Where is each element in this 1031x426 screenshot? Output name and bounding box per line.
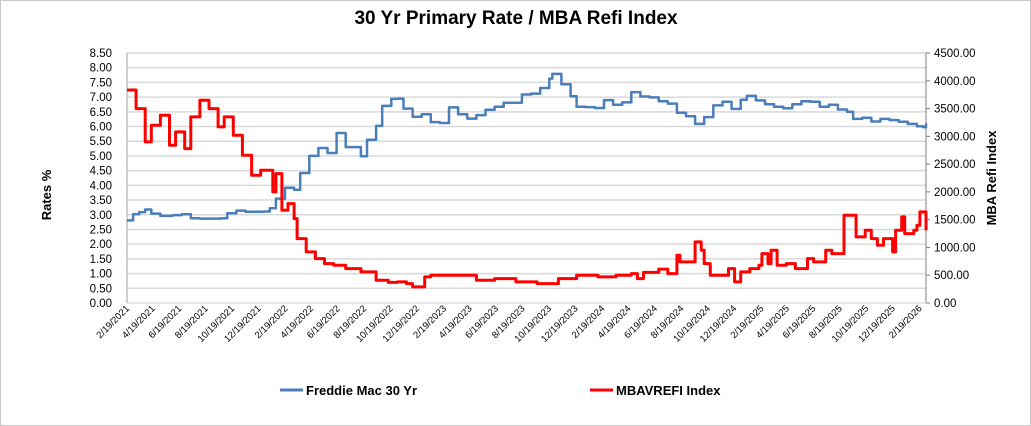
left-axis-label: Rates % [39,169,54,220]
left-tick-label: 1.00 [90,269,112,281]
left-tick-label: 1.50 [90,254,112,266]
left-tick-label: 5.00 [90,151,112,163]
left-tick-label: 6.50 [90,107,112,119]
right-tick-label: 2500.00 [934,159,976,171]
left-tick-label: 8.50 [90,48,112,60]
left-tick-label: 0.50 [90,283,112,295]
right-axis-label: MBA Refi Index [984,130,999,226]
left-tick-label: 6.00 [90,122,112,134]
legend: Freddie Mac 30 Yr MBAVREFI Index [280,383,721,398]
series-lines [127,72,928,289]
legend-label-freddie: Freddie Mac 30 Yr [306,383,417,398]
left-tick-label: 5.50 [90,136,112,148]
right-tick-label: 1500.00 [934,215,976,227]
left-tick-label: 3.50 [90,195,112,207]
left-tick-label: 2.00 [90,239,112,251]
right-tick-label: 3500.00 [934,104,976,116]
right-tick-label: 1000.00 [934,242,976,254]
left-axis-ticks: 0.00 0.50 1.00 1.50 2.00 2.50 3.00 3.50 4.00 4.50… [90,48,112,310]
right-tick-label: 0.00 [934,298,956,310]
left-tick-label: 2.50 [90,224,112,236]
right-tick-label: 4500.00 [934,48,976,60]
left-tick-label: 0.00 [90,298,112,310]
right-tick-label: 3000.00 [934,131,976,143]
left-tick-label: 7.00 [90,92,112,104]
right-tick-label: 4000.00 [934,76,976,88]
legend-label-mbavrefi: MBAVREFI Index [616,383,721,398]
left-tick-label: 4.00 [90,180,112,192]
series-line-freddie-mac-30yr [127,72,928,222]
left-tick-label: 8.00 [90,63,112,75]
left-tick-label: 7.50 [90,77,112,89]
series-line-mbavrefi-index [127,88,928,289]
left-tick-label: 3.00 [90,210,112,222]
right-tick-label: 2000.00 [934,187,976,199]
right-axis-ticks: 0.00 500.00 1000.00 1500.00 2000.00 2500.00 30… [926,48,976,310]
left-tick-label: 4.50 [90,166,112,178]
right-tick-label: 500.00 [934,270,969,282]
chart-title: 30 Yr Primary Rate / MBA Refi Index [354,8,678,29]
